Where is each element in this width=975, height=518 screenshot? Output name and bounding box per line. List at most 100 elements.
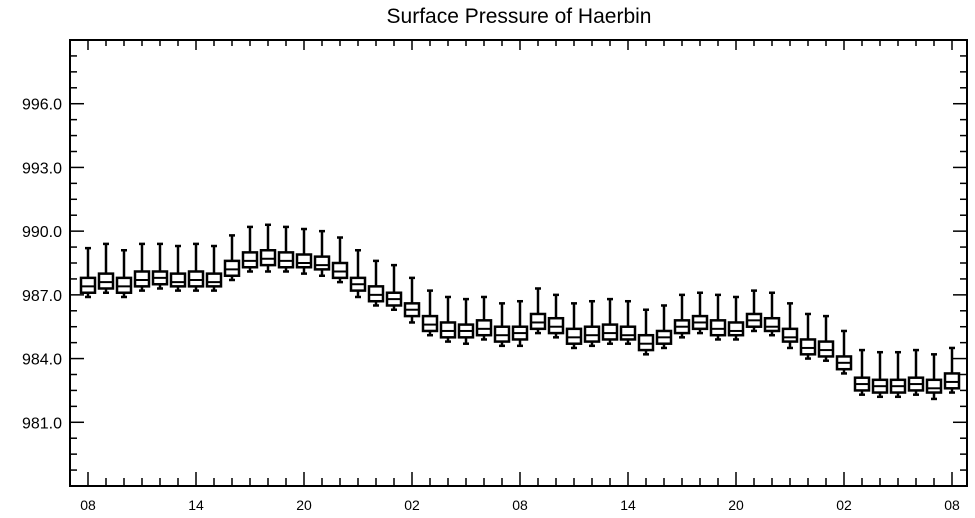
box-19 <box>421 289 439 337</box>
box-24 <box>511 299 529 348</box>
x-tick-label: 02 <box>836 497 852 513</box>
x-tick-label: 14 <box>620 497 636 513</box>
box-body <box>529 312 547 331</box>
x-tick-label: 08 <box>512 497 528 513</box>
box-body <box>817 340 835 358</box>
box-body <box>475 319 493 337</box>
box-body <box>709 319 727 337</box>
box-body <box>799 338 817 356</box>
box-38 <box>763 291 781 337</box>
box-28 <box>583 299 601 348</box>
box-6 <box>187 242 205 292</box>
x-tick-label: 08 <box>80 497 96 513</box>
box-body <box>493 325 511 343</box>
box-47 <box>925 353 943 401</box>
box-body <box>79 276 97 294</box>
box-body <box>619 325 637 341</box>
box-1 <box>97 242 115 294</box>
box-20 <box>439 295 457 343</box>
box-11 <box>277 225 295 273</box>
box-9 <box>241 225 259 273</box>
box-body <box>421 314 439 333</box>
box-body <box>169 272 187 288</box>
box-12 <box>295 227 313 275</box>
box-31 <box>637 308 655 356</box>
box-body <box>205 272 223 288</box>
box-23 <box>493 302 511 348</box>
box-25 <box>529 287 547 335</box>
y-tick-label: 996.0 <box>22 97 62 114</box>
box-42 <box>835 329 853 375</box>
box-body <box>781 327 799 343</box>
box-body <box>115 276 133 294</box>
box-body <box>97 272 115 290</box>
plot-area: 981.0 984.0 987.0 990.0 993.0 996.0 08 14 20 02 08… <box>22 40 967 513</box>
box-body <box>925 378 943 394</box>
box-46 <box>907 348 925 396</box>
box-body <box>637 333 655 352</box>
box-34 <box>691 291 709 335</box>
box-26 <box>547 293 565 339</box>
box-44 <box>871 350 889 399</box>
box-37 <box>745 289 763 333</box>
x-tick-label: 14 <box>188 497 204 513</box>
box-body <box>223 259 241 277</box>
box-4 <box>151 242 169 290</box>
box-body <box>547 316 565 335</box>
box-41 <box>817 314 835 362</box>
box-40 <box>799 312 817 360</box>
box-35 <box>709 293 727 341</box>
x-tick-label: 20 <box>296 497 312 513</box>
box-8 <box>223 234 241 282</box>
plot-frame <box>69 39 968 487</box>
x-tick-label: 20 <box>728 497 744 513</box>
y-tick-label: 993.0 <box>22 160 62 177</box>
box-13 <box>313 229 331 277</box>
box-3 <box>133 242 151 292</box>
box-16 <box>367 259 385 307</box>
box-body <box>583 325 601 343</box>
box-17 <box>385 263 403 311</box>
box-15 <box>349 249 367 299</box>
box-body <box>727 321 745 337</box>
x-tick-label: 02 <box>404 497 420 513</box>
chart-title: Surface Pressure of Haerbin <box>387 5 652 28</box>
box-7 <box>205 244 223 292</box>
y-tick-label: 990.0 <box>22 224 62 241</box>
box-14 <box>331 236 349 284</box>
box-30 <box>619 299 637 345</box>
box-45 <box>889 350 907 399</box>
box-body <box>241 251 259 269</box>
box-29 <box>601 297 619 345</box>
box-39 <box>781 302 799 350</box>
box-body <box>259 249 277 267</box>
box-36 <box>727 295 745 341</box>
y-tick-label: 987.0 <box>22 288 62 305</box>
box-body <box>277 251 295 269</box>
box-10 <box>259 223 277 273</box>
box-0 <box>79 246 97 299</box>
box-21 <box>457 297 475 345</box>
box-2 <box>115 249 133 299</box>
y-tick-label: 981.0 <box>22 415 62 432</box>
box-body <box>943 372 961 390</box>
box-body <box>439 321 457 339</box>
box-33 <box>673 293 691 339</box>
box-22 <box>475 295 493 341</box>
box-body <box>565 327 583 345</box>
box-27 <box>565 302 583 350</box>
box-body <box>331 261 349 280</box>
box-5 <box>169 244 187 292</box>
box-body <box>313 255 331 271</box>
box-body <box>187 270 205 288</box>
y-tick-label: 984.0 <box>22 352 62 369</box>
box-48 <box>943 346 961 394</box>
box-body <box>133 270 151 288</box>
box-43 <box>853 348 871 396</box>
box-body <box>763 316 781 333</box>
box-body <box>367 285 385 303</box>
x-tick-label: 08 <box>944 497 960 513</box>
box-body <box>295 253 313 269</box>
box-18 <box>403 276 421 324</box>
